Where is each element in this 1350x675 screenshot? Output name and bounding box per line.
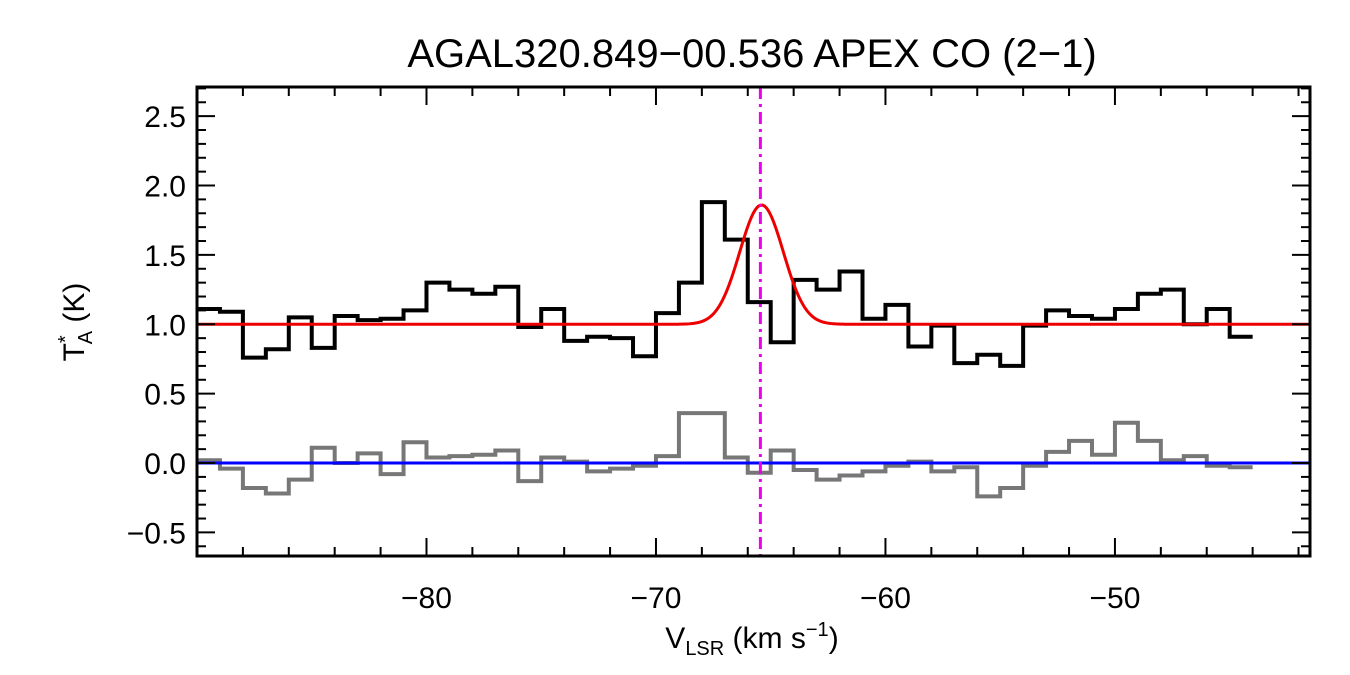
spectrum-series <box>197 200 1253 368</box>
plot-frame <box>195 85 1312 558</box>
x-axis-title-units: (km s <box>724 622 806 655</box>
plot-area <box>197 87 1310 556</box>
residual-line <box>197 411 1253 499</box>
axis-tick-labels: −80 −70 −60 −50 −0.5 0.0 0.5 1.0 1.5 2.0 2.5 <box>127 101 1141 615</box>
chart-title: AGAL320.849−00.536 APEX CO (2−1) <box>407 32 1096 76</box>
y-tick-label: −0.5 <box>127 517 186 550</box>
y-axis-title-subscript: A <box>75 330 97 344</box>
gaussian-fit-line <box>197 203 1310 326</box>
y-tick-label: 1.5 <box>144 240 186 273</box>
y-axis-title-superscript: * <box>55 335 77 343</box>
y-tick-label: 1.0 <box>144 309 186 342</box>
y-axis-title-main: T <box>58 343 91 361</box>
x-axis-title: VLSR (km s−1) <box>665 619 838 660</box>
spectrum-line <box>197 200 1253 368</box>
x-axis-title-exponent: −1 <box>806 619 829 641</box>
axis-ticks <box>196 87 1310 556</box>
residual-series <box>197 411 1253 499</box>
x-tick-label: −80 <box>401 582 452 615</box>
y-tick-label: 0.0 <box>144 448 186 481</box>
y-tick-label: 2.5 <box>144 101 186 134</box>
x-tick-label: −50 <box>1089 582 1140 615</box>
gaussian-fit-series <box>197 203 1310 326</box>
plot-content <box>197 87 1310 556</box>
y-tick-label: 2.0 <box>144 171 186 204</box>
y-axis-title: T*A (K) <box>55 283 97 362</box>
x-axis-title-main: V <box>665 622 685 655</box>
x-tick-label: −60 <box>860 582 911 615</box>
y-tick-label: 0.5 <box>144 379 186 412</box>
x-axis-title-close: ) <box>829 622 839 655</box>
x-tick-label: −70 <box>631 582 682 615</box>
x-axis-title-subscript: LSR <box>685 638 724 660</box>
y-axis-title-units: (K) <box>58 283 91 331</box>
